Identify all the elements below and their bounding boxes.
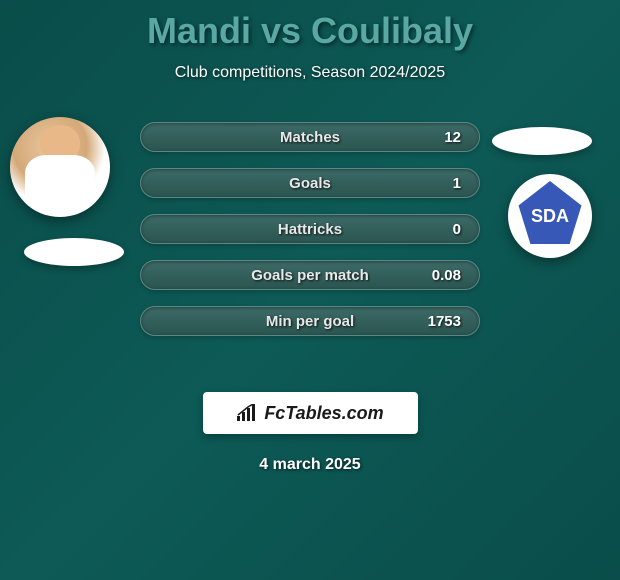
subtitle: Club competitions, Season 2024/2025	[0, 64, 620, 82]
stat-row-matches: Matches 12	[140, 122, 480, 152]
stat-row-hattricks: Hattricks 0	[140, 214, 480, 244]
stat-row-goals: Goals 1	[140, 168, 480, 198]
stat-value: 0	[421, 221, 461, 238]
stat-label: Matches	[280, 129, 340, 146]
stat-label: Goals per match	[251, 267, 369, 284]
date-text: 4 march 2025	[0, 456, 620, 474]
page-title: Mandi vs Coulibaly	[0, 0, 620, 52]
stat-value: 0.08	[421, 267, 461, 284]
stat-value: 1	[421, 175, 461, 192]
stat-label: Hattricks	[278, 221, 342, 238]
fctables-badge[interactable]: FcTables.com	[203, 392, 418, 434]
stat-value: 12	[421, 129, 461, 146]
stat-value: 1753	[421, 313, 461, 330]
fctables-text: FcTables.com	[264, 403, 383, 424]
stat-row-min-per-goal: Min per goal 1753	[140, 306, 480, 336]
left-oval-decoration	[24, 238, 124, 266]
stat-label: Min per goal	[266, 313, 354, 330]
right-oval-decoration	[492, 127, 592, 155]
stat-row-goals-per-match: Goals per match 0.08	[140, 260, 480, 290]
stats-container: SDA Matches 12 Goals 1 Hattricks 0 Goals…	[0, 112, 620, 372]
club-logo: SDA	[508, 174, 592, 258]
stat-label: Goals	[289, 175, 331, 192]
player-photo	[10, 117, 110, 217]
stats-bars: Matches 12 Goals 1 Hattricks 0 Goals per…	[140, 122, 480, 336]
club-logo-text: SDA	[515, 181, 585, 251]
chart-icon	[236, 404, 258, 422]
